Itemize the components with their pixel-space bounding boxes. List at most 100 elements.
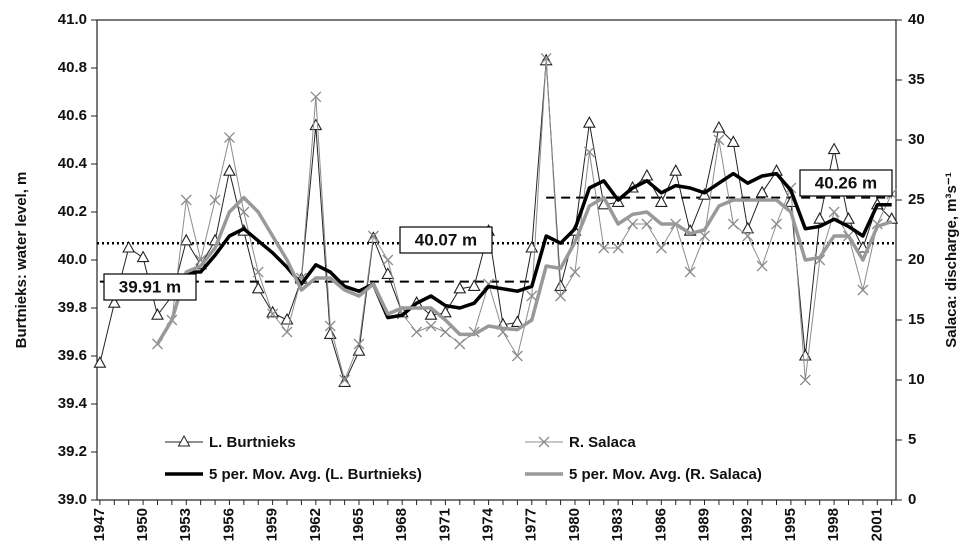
y-tick-label: 39.0 xyxy=(58,491,87,508)
x-marker xyxy=(828,206,840,218)
legend-marker xyxy=(538,436,550,448)
series-line xyxy=(155,195,893,345)
y2-tick-label: 40 xyxy=(908,11,925,28)
x-marker xyxy=(799,374,811,386)
x-marker xyxy=(367,230,379,242)
x-marker xyxy=(857,284,869,296)
y2-tick-label: 0 xyxy=(908,491,916,508)
x-tick-label: 1998 xyxy=(825,508,842,541)
triangle-marker xyxy=(251,281,265,294)
series-line xyxy=(99,60,893,383)
x-marker xyxy=(223,132,235,144)
reference-label: 39.91 m xyxy=(119,277,181,296)
x-marker xyxy=(756,260,768,272)
x-tick-label: 1947 xyxy=(91,508,108,541)
y2-tick-label: 5 xyxy=(908,431,916,448)
y-tick-label: 40.6 xyxy=(58,107,87,124)
y-tick-label: 40.4 xyxy=(58,155,88,172)
x-marker xyxy=(713,134,725,146)
x-marker xyxy=(310,91,322,103)
x-tick-label: 1953 xyxy=(177,508,194,541)
triangle-marker xyxy=(654,195,668,207)
triangle-marker xyxy=(827,142,841,155)
x-marker xyxy=(612,242,624,254)
x-tick-label: 1971 xyxy=(436,508,453,541)
triangle-marker xyxy=(223,164,236,176)
triangle-marker xyxy=(107,296,121,308)
reference-label-box xyxy=(103,273,197,301)
x-marker xyxy=(684,266,696,278)
reference-label-box xyxy=(799,169,893,197)
series-line xyxy=(186,171,892,320)
triangle-marker xyxy=(179,233,193,246)
triangle-marker xyxy=(453,281,467,294)
triangle-marker xyxy=(842,212,855,224)
y-tick-label: 40.0 xyxy=(58,251,87,268)
triangle-marker xyxy=(424,308,438,320)
x-tick-label: 1956 xyxy=(220,508,237,541)
x-marker xyxy=(324,320,336,332)
x-marker xyxy=(627,218,639,230)
triangle-marker xyxy=(640,168,654,181)
triangle-marker xyxy=(741,221,755,234)
x-marker xyxy=(281,326,293,338)
x-marker xyxy=(871,218,883,230)
x-marker xyxy=(727,218,739,230)
triangle-marker xyxy=(151,308,164,320)
triangle-marker xyxy=(712,120,726,133)
x-marker xyxy=(641,218,653,230)
x-marker xyxy=(742,230,754,242)
x-marker xyxy=(655,242,667,254)
y-tick-label: 40.2 xyxy=(58,203,87,220)
legend-label: L. Burtnieks xyxy=(209,434,296,451)
x-tick-label: 1974 xyxy=(480,507,497,541)
triangle-marker xyxy=(510,315,524,327)
x-marker xyxy=(180,194,192,206)
x-marker xyxy=(540,52,552,64)
triangle-marker xyxy=(266,305,280,318)
y-axis-label: Burtnieks: water level, m xyxy=(13,172,30,349)
x-marker xyxy=(382,254,394,266)
legend-box xyxy=(155,425,850,491)
x-tick-label: 1989 xyxy=(695,508,712,541)
triangle-marker xyxy=(438,305,452,318)
triangle-marker xyxy=(136,250,150,263)
y-tick-label: 39.4 xyxy=(58,395,88,412)
legend-marker xyxy=(177,434,191,447)
y2-axis-label: Salaca: discharge, m³s⁻¹ xyxy=(943,172,960,348)
y-tick-label: 39.6 xyxy=(58,347,87,364)
triangle-marker xyxy=(726,135,740,147)
x-tick-label: 1983 xyxy=(609,508,626,541)
x-marker xyxy=(209,194,221,206)
x-tick-label: 1962 xyxy=(307,508,324,541)
reference-label-box xyxy=(399,226,493,254)
x-marker xyxy=(454,338,466,350)
x-tick-label: 1986 xyxy=(652,508,669,541)
y2-tick-label: 30 xyxy=(908,131,925,148)
x-marker xyxy=(583,146,595,158)
legend-label: R. Salaca xyxy=(569,434,636,451)
triangle-marker xyxy=(467,279,481,291)
y2-tick-label: 20 xyxy=(908,251,925,268)
legend-label: 5 per. Mov. Avg. (R. Salaca) xyxy=(569,466,762,483)
x-marker xyxy=(411,326,423,338)
x-tick-label: 1995 xyxy=(782,508,799,541)
reference-label: 40.26 m xyxy=(815,173,877,192)
triangle-marker xyxy=(122,240,136,253)
x-marker xyxy=(425,320,437,332)
x-marker xyxy=(598,242,610,254)
x-marker xyxy=(511,350,523,362)
triangle-marker xyxy=(669,164,683,176)
y-tick-label: 39.2 xyxy=(58,443,87,460)
triangle-marker xyxy=(381,267,395,279)
x-marker xyxy=(526,290,538,302)
triangle-marker xyxy=(309,118,323,131)
x-marker xyxy=(267,308,279,320)
triangle-marker xyxy=(813,212,827,224)
x-marker xyxy=(252,266,264,278)
x-tick-label: 2001 xyxy=(868,508,885,541)
x-tick-label: 1968 xyxy=(393,508,410,541)
y2-tick-label: 25 xyxy=(908,191,925,208)
triangle-marker xyxy=(582,116,596,128)
